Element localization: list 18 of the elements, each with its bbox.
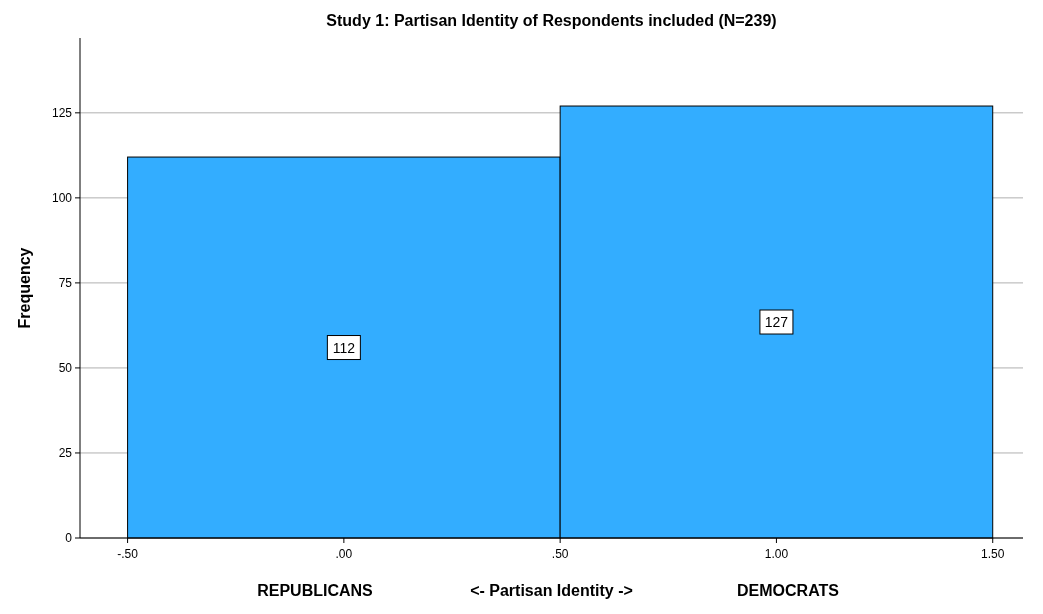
y-tick-label: 125 [51, 105, 73, 120]
y-axis-title: Frequency [16, 247, 33, 329]
y-tick-label: 0 [65, 531, 73, 545]
y-tick-label: 50 [58, 360, 73, 375]
x-tick-label: .50 [551, 547, 569, 561]
x-tick-label: 1.50 [981, 547, 1005, 561]
y-tick-label: 75 [58, 275, 73, 290]
x-tick-label: 1.00 [764, 547, 789, 561]
data-label: 127 [764, 314, 789, 331]
text: DEMOCRATS [737, 582, 840, 599]
y-tick-label: 100 [51, 190, 73, 205]
chart-title: Study 1: Partisan Identity of Respondents included (N=239) [326, 12, 777, 29]
data-label: 112 [332, 339, 356, 356]
x-tick-label: .00 [335, 547, 353, 561]
y-tick-label: 25 [58, 445, 73, 460]
x-axis-title: <- Partisan Identity -> [470, 582, 633, 599]
x-tick-label: -.50 [117, 547, 139, 561]
text: REPUBLICANS [257, 582, 374, 599]
